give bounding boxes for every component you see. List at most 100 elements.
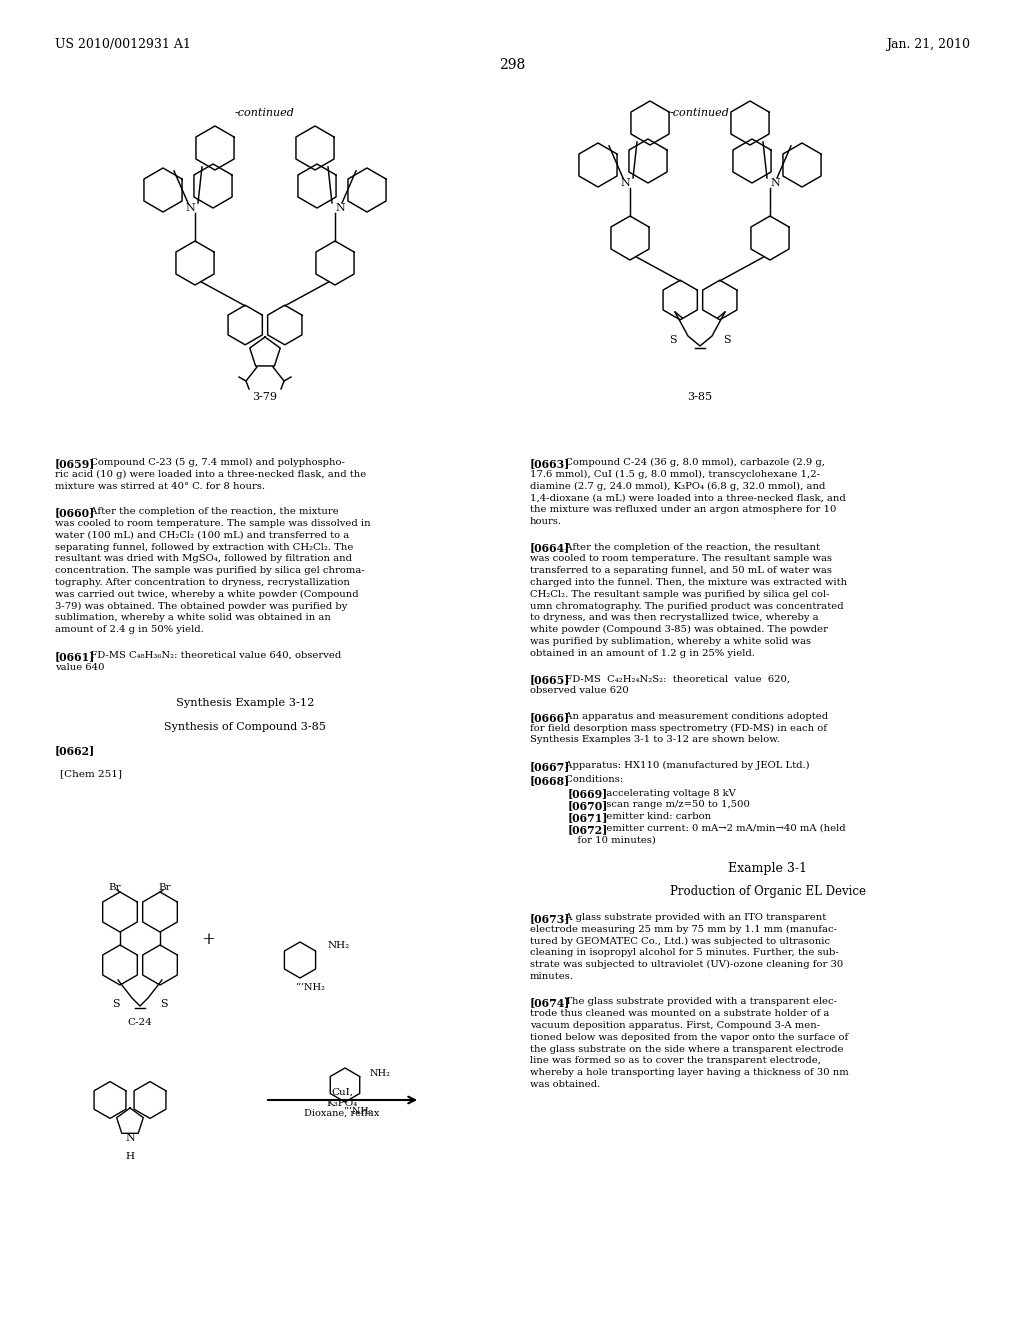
Text: was purified by sublimation, whereby a white solid was: was purified by sublimation, whereby a w… [530,638,811,645]
Text: N: N [185,203,195,213]
Text: Synthesis Example 3-12: Synthesis Example 3-12 [176,698,314,709]
Text: emitter kind: carbon: emitter kind: carbon [597,812,712,821]
Text: Conditions:: Conditions: [559,775,624,784]
Text: obtained in an amount of 1.2 g in 25% yield.: obtained in an amount of 1.2 g in 25% yi… [530,649,755,657]
Text: for field desorption mass spectrometry (FD-MS) in each of: for field desorption mass spectrometry (… [530,723,827,733]
Text: +: + [201,932,215,949]
Text: for 10 minutes): for 10 minutes) [568,836,656,845]
Text: Jan. 21, 2010: Jan. 21, 2010 [886,38,970,51]
Text: charged into the funnel. Then, the mixture was extracted with: charged into the funnel. Then, the mixtu… [530,578,847,587]
Text: Compound C-23 (5 g, 7.4 mmol) and polyphospho-: Compound C-23 (5 g, 7.4 mmol) and polyph… [84,458,345,467]
Text: [0671]: [0671] [568,812,608,824]
Text: concentration. The sample was purified by silica gel chroma-: concentration. The sample was purified b… [55,566,365,576]
Text: transferred to a separating funnel, and 50 mL of water was: transferred to a separating funnel, and … [530,566,831,576]
Text: the mixture was refluxed under an argon atmosphere for 10: the mixture was refluxed under an argon … [530,506,837,515]
Text: After the completion of the reaction, the mixture: After the completion of the reaction, th… [84,507,339,516]
Text: ric acid (10 g) were loaded into a three-necked flask, and the: ric acid (10 g) were loaded into a three… [55,470,367,479]
Text: resultant was dried with MgSO₄, followed by filtration and: resultant was dried with MgSO₄, followed… [55,554,352,564]
Text: mixture was stirred at 40° C. for 8 hours.: mixture was stirred at 40° C. for 8 hour… [55,482,265,491]
Text: Example 3-1: Example 3-1 [728,862,808,875]
Text: diamine (2.7 g, 24.0 mmol), K₃PO₄ (6.8 g, 32.0 mmol), and: diamine (2.7 g, 24.0 mmol), K₃PO₄ (6.8 g… [530,482,825,491]
Text: N: N [770,178,780,187]
Text: [0667]: [0667] [530,762,570,772]
Text: S: S [160,999,168,1008]
Text: Production of Organic EL Device: Production of Organic EL Device [670,886,866,898]
Text: [0668]: [0668] [530,775,570,785]
Text: umn chromatography. The purified product was concentrated: umn chromatography. The purified product… [530,602,844,611]
Text: Apparatus: HX110 (manufactured by JEOL Ltd.): Apparatus: HX110 (manufactured by JEOL L… [559,762,810,770]
Text: observed value 620: observed value 620 [530,686,629,696]
Text: US 2010/0012931 A1: US 2010/0012931 A1 [55,38,190,51]
Text: cleaning in isopropyl alcohol for 5 minutes. Further, the sub-: cleaning in isopropyl alcohol for 5 minu… [530,948,839,957]
Text: 3-85: 3-85 [687,392,713,403]
Text: Dioxane, reflux: Dioxane, reflux [304,1109,380,1118]
Text: K₃PO₄: K₃PO₄ [327,1100,357,1107]
Text: Synthesis Examples 3-1 to 3-12 are shown below.: Synthesis Examples 3-1 to 3-12 are shown… [530,735,779,744]
Text: [0673]: [0673] [530,913,570,924]
Text: [0672]: [0672] [568,824,608,836]
Text: to dryness, and was then recrystallized twice, whereby a: to dryness, and was then recrystallized … [530,614,818,623]
Text: FD-MS  C₄₂H₂₄N₂S₂:  theoretical  value  620,: FD-MS C₄₂H₂₄N₂S₂: theoretical value 620, [559,675,791,684]
Text: [0665]: [0665] [530,675,570,685]
Text: [0669]: [0669] [568,788,608,800]
Text: Br: Br [159,883,171,892]
Text: vacuum deposition apparatus. First, Compound 3-A men-: vacuum deposition apparatus. First, Comp… [530,1020,820,1030]
Text: separating funnel, followed by extraction with CH₂Cl₂. The: separating funnel, followed by extractio… [55,543,353,552]
Text: was obtained.: was obtained. [530,1080,600,1089]
Text: ’’’NH₂: ’’’NH₂ [343,1106,373,1115]
Text: amount of 2.4 g in 50% yield.: amount of 2.4 g in 50% yield. [55,626,204,634]
Text: CuI,: CuI, [331,1088,353,1097]
Text: H: H [126,1152,134,1162]
Text: strate was subjected to ultraviolet (UV)-ozone cleaning for 30: strate was subjected to ultraviolet (UV)… [530,960,843,969]
Text: the glass substrate on the side where a transparent electrode: the glass substrate on the side where a … [530,1044,844,1053]
Text: Synthesis of Compound 3-85: Synthesis of Compound 3-85 [164,722,326,731]
Text: [0660]: [0660] [55,507,95,519]
Text: water (100 mL) and CH₂Cl₂ (100 mL) and transferred to a: water (100 mL) and CH₂Cl₂ (100 mL) and t… [55,531,349,540]
Text: ’’’NH₂: ’’’NH₂ [295,983,325,993]
Text: Br: Br [109,883,121,892]
Text: electrode measuring 25 mm by 75 mm by 1.1 mm (manufac-: electrode measuring 25 mm by 75 mm by 1.… [530,924,837,933]
Text: [0674]: [0674] [530,998,570,1008]
Text: [0666]: [0666] [530,711,570,723]
Text: was carried out twice, whereby a white powder (Compound: was carried out twice, whereby a white p… [55,590,358,599]
Text: line was formed so as to cover the transparent electrode,: line was formed so as to cover the trans… [530,1056,821,1065]
Text: [0670]: [0670] [568,800,608,812]
Text: NH₂: NH₂ [370,1068,391,1077]
Text: An apparatus and measurement conditions adopted: An apparatus and measurement conditions … [559,711,828,721]
Text: tured by GEOMATEC Co., Ltd.) was subjected to ultrasonic: tured by GEOMATEC Co., Ltd.) was subject… [530,936,830,945]
Text: N: N [335,203,345,213]
Text: was cooled to room temperature. The resultant sample was: was cooled to room temperature. The resu… [530,554,831,564]
Text: sublimation, whereby a white solid was obtained in an: sublimation, whereby a white solid was o… [55,614,331,623]
Text: N: N [621,178,630,187]
Text: value 640: value 640 [55,663,104,672]
Text: FD-MS C₄₈H₃₆N₂: theoretical value 640, observed: FD-MS C₄₈H₃₆N₂: theoretical value 640, o… [84,651,342,660]
Text: [Chem 251]: [Chem 251] [60,770,122,777]
Text: 17.6 mmol), CuI (1.5 g, 8.0 mmol), transcyclohexane 1,2-: 17.6 mmol), CuI (1.5 g, 8.0 mmol), trans… [530,470,820,479]
Text: was cooled to room temperature. The sample was dissolved in: was cooled to room temperature. The samp… [55,519,371,528]
Text: 3-79: 3-79 [253,392,278,403]
Text: scan range m/z=50 to 1,500: scan range m/z=50 to 1,500 [597,800,751,809]
Text: trode thus cleaned was mounted on a substrate holder of a: trode thus cleaned was mounted on a subs… [530,1010,829,1018]
Text: [0663]: [0663] [530,458,570,469]
Text: whereby a hole transporting layer having a thickness of 30 nm: whereby a hole transporting layer having… [530,1068,849,1077]
Text: S: S [113,999,120,1008]
Text: NH₂: NH₂ [328,940,350,949]
Text: emitter current: 0 mA→2 mA/min→40 mA (held: emitter current: 0 mA→2 mA/min→40 mA (he… [597,824,846,833]
Text: -continued: -continued [670,108,730,117]
Text: N: N [125,1133,135,1143]
Text: hours.: hours. [530,517,562,525]
Text: tography. After concentration to dryness, recrystallization: tography. After concentration to dryness… [55,578,350,587]
Text: [0664]: [0664] [530,543,570,553]
Text: 298: 298 [499,58,525,73]
Text: CH₂Cl₂. The resultant sample was purified by silica gel col-: CH₂Cl₂. The resultant sample was purifie… [530,590,829,599]
Text: After the completion of the reaction, the resultant: After the completion of the reaction, th… [559,543,820,552]
Text: A glass substrate provided with an ITO transparent: A glass substrate provided with an ITO t… [559,913,826,921]
Text: C-24: C-24 [128,1018,153,1027]
Text: S: S [723,335,731,345]
Text: [0662]: [0662] [55,746,95,756]
Text: [0661]: [0661] [55,651,95,661]
Text: tioned below was deposited from the vapor onto the surface of: tioned below was deposited from the vapo… [530,1032,848,1041]
Text: 1,4-dioxane (a mL) were loaded into a three-necked flask, and: 1,4-dioxane (a mL) were loaded into a th… [530,494,846,503]
Text: minutes.: minutes. [530,972,573,981]
Text: accelerating voltage 8 kV: accelerating voltage 8 kV [597,788,736,797]
